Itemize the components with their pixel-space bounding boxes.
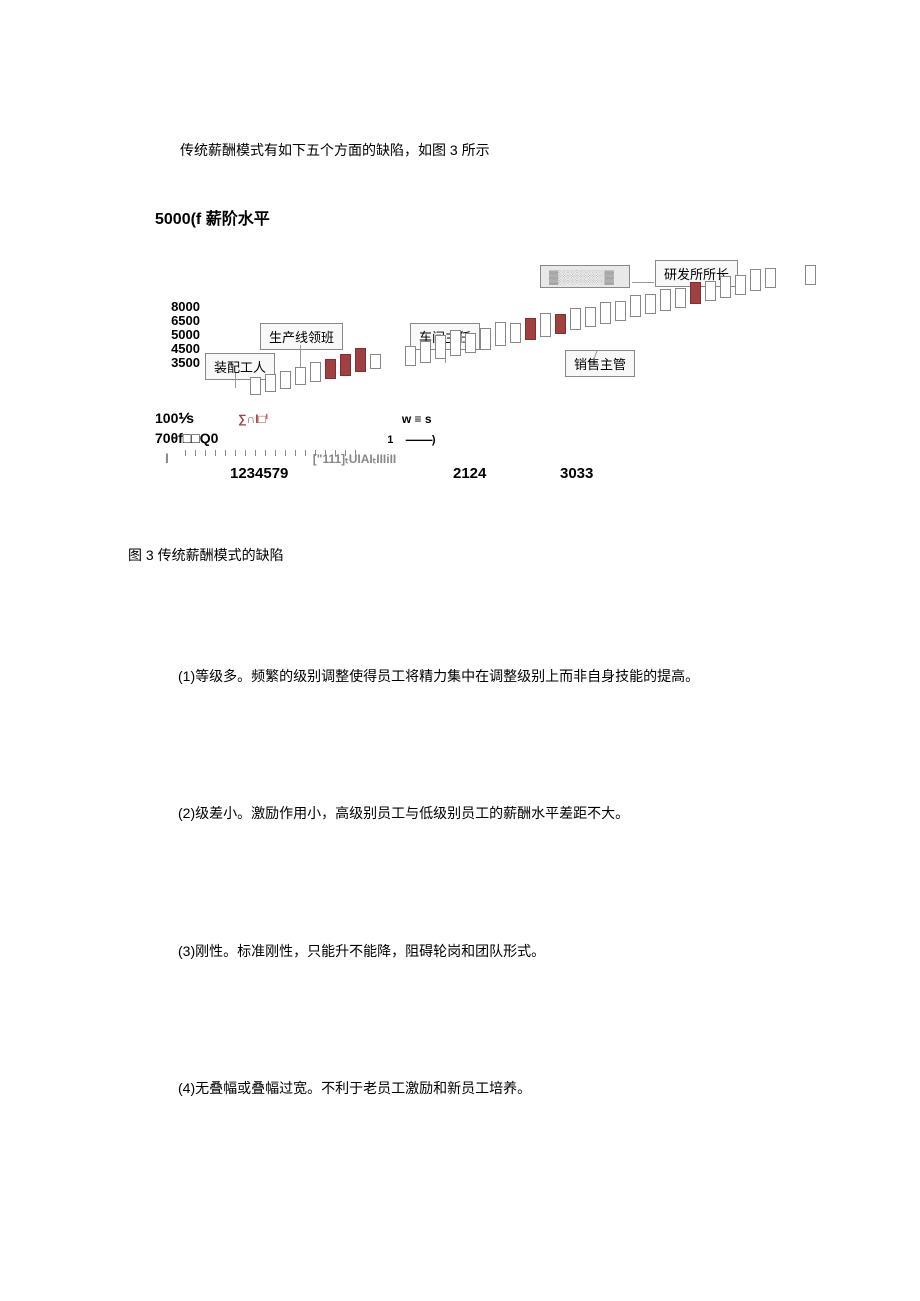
salary-bar — [420, 341, 431, 363]
defect-item: (1)等级多。频繁的级别调整使得员工将精力集中在调整级别上而非自身技能的提高。 — [178, 665, 798, 687]
salary-bar — [280, 371, 291, 389]
salary-bar — [705, 281, 716, 301]
garbage-text-red: ∑∩I□ⁱ — [238, 412, 268, 426]
tick-mark — [315, 450, 316, 456]
salary-bar — [435, 335, 446, 359]
garbage-text: w ≡ s — [402, 412, 432, 426]
garbage-text: ----------) — [405, 434, 434, 446]
salary-bar — [615, 301, 626, 321]
tick-mark — [225, 450, 226, 456]
axis-garbage-row2: 70θf□□Q0 1 ----------) — [155, 430, 755, 446]
salary-bar — [720, 276, 731, 298]
tick-mark — [205, 450, 206, 456]
tick-mark — [265, 450, 266, 456]
x-axis-label: 2124 — [453, 465, 486, 482]
salary-bar — [525, 318, 536, 340]
tick-mark — [325, 450, 326, 456]
y-label: 4500 — [155, 342, 200, 356]
salary-bar — [735, 275, 746, 295]
intro-paragraph: 传统薪酬模式有如下五个方面的缺陷，如图 3 所示 — [180, 140, 490, 160]
salary-bar — [540, 313, 551, 337]
salary-bar — [480, 328, 491, 350]
salary-bar — [325, 359, 336, 379]
x-axis-label: 3033 — [560, 465, 593, 482]
salary-bar — [660, 289, 671, 311]
bar-series — [205, 275, 805, 405]
garbage-text: 1 — [387, 434, 393, 446]
tick-mark — [255, 450, 256, 456]
salary-bar — [750, 269, 761, 291]
salary-bar — [370, 354, 381, 369]
figure-caption: 图 3 传统薪酬模式的缺陷 — [128, 545, 284, 565]
tick-mark — [215, 450, 216, 456]
tick-mark — [305, 450, 306, 456]
tick-mark — [235, 450, 236, 456]
salary-bar — [340, 354, 351, 376]
salary-bar — [600, 302, 611, 324]
x-axis-ticks — [185, 450, 535, 458]
salary-bar — [645, 294, 656, 314]
salary-bar — [310, 362, 321, 382]
defect-item: (4)无叠幅或叠幅过宽。不利于老员工激励和新员工培养。 — [178, 1077, 798, 1099]
defect-item: (2)级差小。激励作用小，高级别员工与低级别员工的薪酬水平差距不大。 — [178, 802, 798, 824]
y-label: 8000 — [155, 300, 200, 314]
salary-bar — [295, 367, 306, 385]
chart-title: 5000(f 薪阶水平 — [155, 205, 270, 229]
defect-item: (3)刚性。标准刚性，只能升不能降，阻碍轮岗和团队形式。 — [178, 940, 798, 962]
y-axis: 8000 6500 5000 4500 3500 — [155, 300, 200, 370]
salary-bar — [585, 307, 596, 327]
salary-bar — [570, 308, 581, 330]
salary-bar — [510, 323, 521, 343]
tick-mark — [285, 450, 286, 456]
salary-bar — [250, 377, 261, 395]
garbage-text: 100⅟s — [155, 410, 194, 426]
salary-bar — [805, 265, 816, 285]
tick-mark — [355, 450, 356, 456]
salary-bar — [675, 288, 686, 308]
garbage-text: 70θf□□Q0 — [155, 430, 218, 446]
chart-container: 8000 6500 5000 4500 3500 ▓░░░░░▓ 研发所所长 生… — [155, 255, 805, 485]
salary-bar — [765, 268, 776, 288]
tick-mark — [245, 450, 246, 456]
tick-mark — [195, 450, 196, 456]
salary-bar — [355, 348, 366, 372]
salary-bar — [265, 374, 276, 392]
x-axis-label: 1234579 — [230, 465, 288, 482]
y-label: 3500 — [155, 356, 200, 370]
defect-list: (1)等级多。频繁的级别调整使得员工将精力集中在调整级别上而非自身技能的提高。 … — [178, 665, 798, 1215]
tick-mark — [295, 450, 296, 456]
salary-bar — [495, 322, 506, 346]
y-label: 6500 — [155, 314, 200, 328]
garbage-text: I — [165, 450, 169, 466]
salary-bar — [630, 295, 641, 317]
axis-garbage-row1: 100⅟s ∑∩I□ⁱ w ≡ s — [155, 410, 755, 427]
salary-bar — [405, 346, 416, 366]
salary-bar — [690, 282, 701, 304]
salary-bar — [465, 333, 476, 353]
salary-bar — [555, 314, 566, 334]
tick-mark — [185, 450, 186, 456]
tick-mark — [275, 450, 276, 456]
tick-mark — [345, 450, 346, 456]
tick-mark — [335, 450, 336, 456]
salary-bar — [450, 330, 461, 356]
y-label: 5000 — [155, 328, 200, 342]
